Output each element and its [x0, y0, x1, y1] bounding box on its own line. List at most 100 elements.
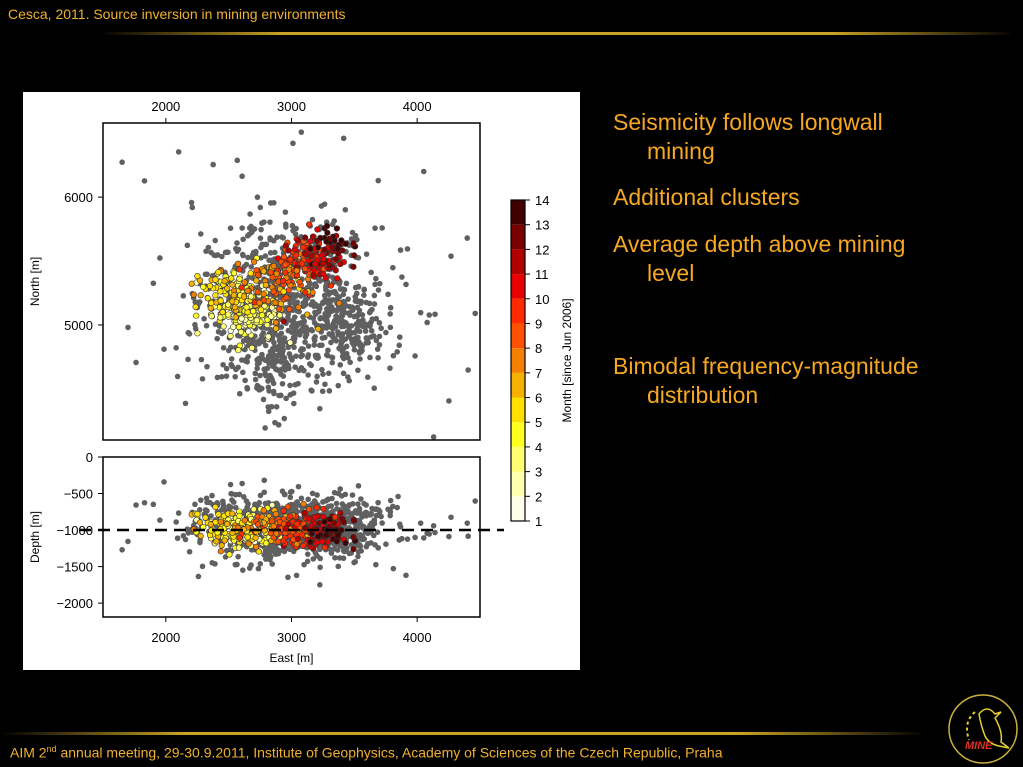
footer-text: AIM 2 [10, 744, 47, 761]
data-point [250, 506, 257, 513]
data-point [254, 271, 262, 279]
data-point [227, 332, 234, 340]
data-point [228, 275, 235, 282]
data-point [251, 226, 258, 232]
colorbar-band [511, 274, 525, 299]
data-point [263, 241, 270, 248]
data-point [217, 314, 224, 321]
data-point [331, 514, 339, 521]
data-point [192, 501, 198, 508]
slide-footer: AIM 2nd annual meeting, 29-30.9.2011, In… [10, 744, 723, 761]
data-point [291, 300, 298, 307]
colorbar-tick-label: 7 [535, 366, 542, 381]
data-point [212, 503, 219, 511]
data-point [232, 373, 239, 380]
data-point [328, 339, 334, 346]
data-point [192, 303, 199, 310]
data-point [420, 535, 427, 541]
data-point [280, 373, 287, 379]
data-point [465, 367, 471, 373]
data-point [319, 388, 326, 395]
data-point [271, 237, 277, 244]
data-point [243, 261, 250, 268]
data-point [239, 173, 245, 180]
data-point [192, 321, 198, 328]
data-point [229, 497, 235, 503]
data-point [374, 346, 381, 352]
data-point [206, 282, 214, 290]
data-point [312, 352, 319, 359]
colorbar-band [511, 397, 525, 423]
data-point [193, 312, 200, 319]
data-point [278, 330, 285, 337]
data-point [225, 347, 232, 354]
bullet-text: distribution [647, 382, 759, 408]
data-point [298, 129, 305, 135]
data-point [396, 334, 403, 340]
data-point [275, 346, 282, 353]
data-point [417, 520, 424, 526]
data-point [238, 284, 245, 291]
data-point [298, 327, 305, 333]
data-point [308, 326, 315, 333]
data-point [308, 252, 315, 260]
data-point [318, 203, 325, 209]
data-point [291, 246, 298, 253]
data-point [348, 336, 355, 342]
header-divider [100, 32, 1015, 35]
data-point [301, 509, 308, 517]
data-point [311, 335, 318, 342]
colorbar-label: Month [since Jun 2006] [560, 298, 574, 422]
data-point [236, 275, 243, 282]
data-point [332, 554, 338, 561]
data-point [239, 225, 245, 231]
data-point [220, 503, 227, 510]
data-point [387, 497, 394, 504]
data-point [432, 311, 438, 318]
data-point [291, 400, 297, 407]
data-point [371, 301, 378, 307]
data-point [357, 520, 363, 526]
colorbar-band [511, 298, 525, 324]
data-point [342, 336, 349, 342]
data-point [307, 238, 314, 245]
data-point [357, 356, 363, 362]
data-point [340, 547, 347, 554]
data-point [258, 255, 264, 261]
data-point [265, 373, 272, 379]
data-point [327, 282, 335, 289]
data-point [229, 298, 236, 305]
data-point [217, 548, 224, 555]
data-point [379, 520, 385, 526]
data-point [254, 521, 262, 528]
colorbar-band [511, 249, 525, 275]
colorbar-band [511, 372, 525, 398]
data-point [375, 545, 382, 551]
data-point [397, 247, 404, 253]
data-point [363, 502, 369, 508]
data-point [262, 253, 269, 259]
data-point [257, 372, 263, 379]
data-point [220, 345, 227, 351]
data-point [387, 365, 393, 371]
data-point [322, 381, 328, 388]
data-point [235, 347, 242, 354]
data-point [344, 329, 350, 335]
data-point [274, 234, 280, 240]
data-point [387, 311, 393, 317]
data-point [352, 284, 359, 291]
data-point [212, 321, 219, 328]
bullet-text: Additional clusters [613, 184, 800, 210]
data-point [194, 510, 201, 518]
data-point [426, 312, 433, 318]
data-point [394, 504, 401, 511]
data-point [234, 260, 242, 267]
data-point [244, 534, 251, 541]
data-point [350, 534, 357, 541]
data-point [340, 370, 347, 377]
data-point [340, 135, 347, 142]
data-point [217, 518, 224, 525]
data-point [264, 321, 271, 329]
data-point [341, 300, 348, 307]
data-point [314, 492, 320, 498]
